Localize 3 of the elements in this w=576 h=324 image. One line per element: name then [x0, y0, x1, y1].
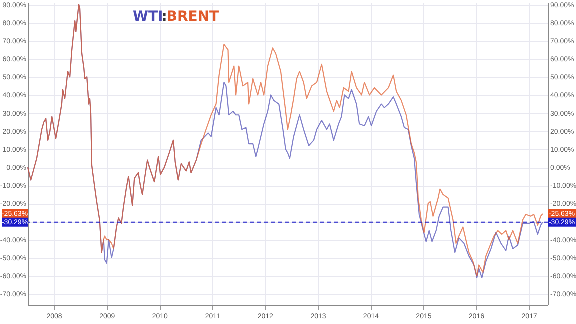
legend-title: : [162, 9, 168, 25]
text: WTI [133, 9, 164, 25]
series-label: BRENT [166, 9, 220, 25]
